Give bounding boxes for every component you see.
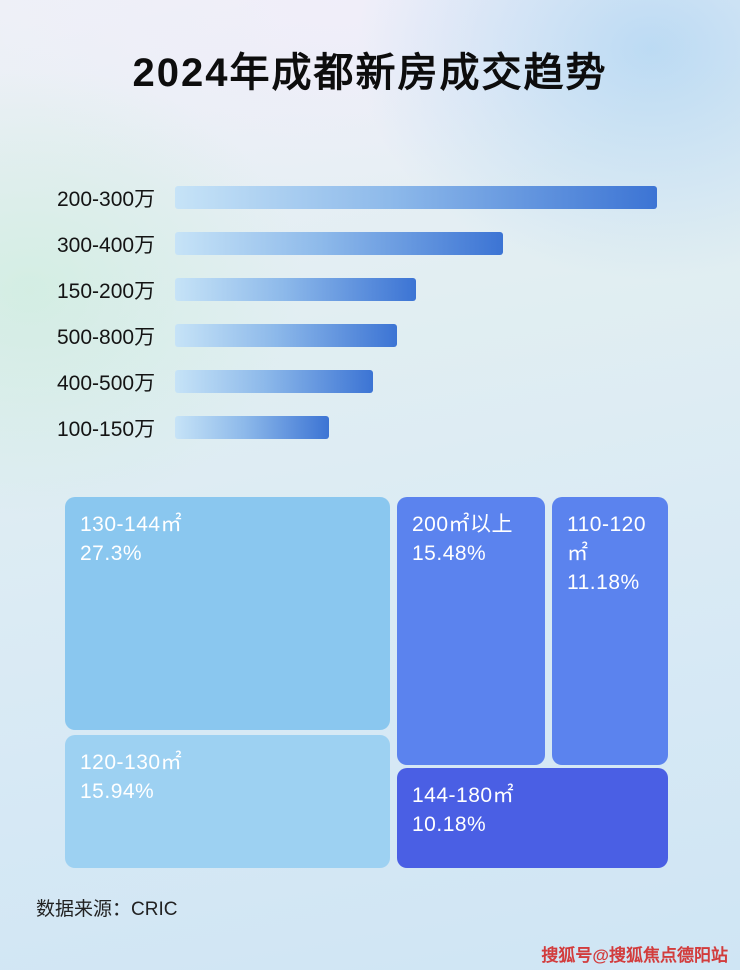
bar-row: 200-300万 bbox=[57, 186, 657, 211]
treemap-block-value: 11.18% bbox=[567, 571, 640, 594]
treemap-block-200-plus: 200㎡以上 15.48% bbox=[397, 497, 545, 765]
bar bbox=[175, 370, 373, 393]
bar-row: 150-200万 bbox=[57, 278, 657, 303]
treemap-block-label: 130-144㎡ bbox=[80, 513, 183, 536]
treemap-block-label: 144-180㎡ bbox=[412, 784, 515, 807]
treemap-block-value: 10.18% bbox=[412, 813, 487, 836]
bar-track bbox=[175, 416, 657, 439]
data-source-note: 数据来源：CRIC bbox=[36, 899, 178, 920]
bar-chart: 200-300万 300-400万 150-200万 500-800万 400-500万… bbox=[57, 186, 657, 462]
bar bbox=[175, 186, 657, 209]
treemap-block-label: 110-120㎡ bbox=[567, 513, 647, 565]
treemap-block-value: 15.94% bbox=[80, 780, 155, 803]
bar bbox=[175, 232, 503, 255]
bar-label: 200-300万 bbox=[57, 187, 156, 211]
treemap-block-130-144: 130-144㎡ 27.3% bbox=[65, 497, 390, 730]
bar-track bbox=[175, 324, 657, 347]
bar-row: 300-400万 bbox=[57, 232, 657, 257]
bar-chart-rows: 200-300万 300-400万 150-200万 500-800万 400-500万… bbox=[57, 186, 657, 441]
bar-track bbox=[175, 278, 657, 301]
bar bbox=[175, 324, 397, 347]
treemap-chart: 130-144㎡ 27.3% 120-130㎡ 15.94% 200㎡以上 15… bbox=[65, 497, 668, 868]
bar-row: 500-800万 bbox=[57, 324, 657, 349]
treemap-block-110-120: 110-120㎡ 11.18% bbox=[552, 497, 668, 765]
watermark-text: 搜狐号@搜狐焦点德阳站 bbox=[541, 946, 728, 965]
bar-label: 500-800万 bbox=[57, 325, 156, 349]
treemap-block-value: 27.3% bbox=[80, 542, 143, 565]
treemap-block-value: 15.48% bbox=[412, 542, 487, 565]
bar-row: 400-500万 bbox=[57, 370, 657, 395]
treemap-block-144-180: 144-180㎡ 10.18% bbox=[397, 768, 668, 868]
bar-track bbox=[175, 232, 657, 255]
bar bbox=[175, 278, 416, 301]
bar-track bbox=[175, 186, 657, 209]
treemap-block-label: 200㎡以上 bbox=[412, 513, 514, 536]
bar bbox=[175, 416, 330, 439]
bar-label: 150-200万 bbox=[57, 279, 156, 303]
treemap-block-label: 120-130㎡ bbox=[80, 751, 183, 774]
bar-track bbox=[175, 370, 657, 393]
bar-label: 300-400万 bbox=[57, 233, 156, 257]
bar-row: 100-150万 bbox=[57, 416, 657, 441]
treemap-block-120-130: 120-130㎡ 15.94% bbox=[65, 735, 390, 868]
bar-label: 400-500万 bbox=[57, 371, 156, 395]
bar-label: 100-150万 bbox=[57, 417, 156, 441]
page-title: 2024年成都新房成交趋势 bbox=[132, 51, 608, 95]
